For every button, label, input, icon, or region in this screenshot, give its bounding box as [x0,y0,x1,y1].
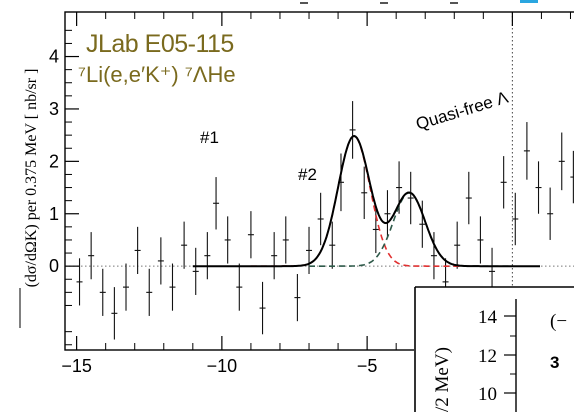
data-point [465,171,472,225]
peak2-label: #2 [298,165,317,184]
y-tick-label: 0 [49,256,59,276]
y-tick-label: 4 [49,47,59,67]
data-point [547,187,554,240]
chart-title-experiment: JLab E05-115 [86,30,234,58]
inset-background [414,287,574,412]
inset-tick-label: 10 [478,384,497,405]
data-point [477,216,484,264]
top-crop-artifacts [300,0,538,4]
x-tick-label: −10 [207,356,238,376]
crop-mark-gray [300,2,308,4]
data-point [430,232,437,280]
inset-bold-text: 3 [550,353,559,372]
crop-mark-blue [520,0,538,3]
inset-tick-label: 12 [478,346,497,367]
data-point [558,132,565,191]
data-point [99,268,106,316]
y-axis-ticks: 0 1 2 3 4 [49,29,79,346]
data-point [111,287,118,340]
data-point [512,192,519,246]
plot-area-frame [64,11,574,351]
inset-text: (− [550,311,567,332]
data-point [157,237,164,285]
data-point [500,156,507,209]
data-point [384,190,391,238]
y-axis-label: (dσ/dΩK) per 0.375 MeV [ nb/sr ] [23,69,40,288]
y-tick-label: 3 [49,99,59,119]
data-point [349,101,356,159]
inset-tick-label: 14 [478,307,498,328]
data-point [372,205,379,254]
data-point [247,211,254,259]
data-point [419,200,426,248]
data-point [259,281,266,335]
data-point [407,171,414,225]
data-point [213,177,220,230]
data-point [192,247,199,295]
chart-title-reaction: ⁷Li(e,e′K⁺) ⁷ΛHe [78,62,236,87]
data-point [204,232,211,280]
data-point [282,216,289,264]
crop-mark-gray [450,2,458,4]
quasifree-label: Quasi-free Λ [414,88,511,134]
crop-mark-gray [380,2,388,4]
y-tick-label: 1 [49,204,59,224]
data-point [271,232,278,280]
data-point [454,221,461,269]
data-point [329,221,336,269]
data-point [294,274,301,322]
fit-curve-peak1 [250,135,484,267]
data-point [570,150,574,204]
data-point [88,232,95,280]
data-point [76,258,83,306]
data-point [523,122,530,180]
peak1-label: #1 [200,128,219,147]
data-point [169,263,176,311]
data-point [535,161,542,214]
data-point [317,192,324,246]
y-tick-label: 2 [49,151,59,171]
x-tick-label: −5 [357,356,378,376]
y-axis-label-group: (dσ/dΩK) per 0.375 MeV [ nb/sr ] [19,69,40,328]
inset-ylabel-group: /2 MeV) [432,347,453,412]
data-point [361,166,368,219]
inset-panel: 14 12 10 /2 MeV) (− 3 [414,286,574,412]
fit-curve-total [192,134,540,268]
data-point [181,221,188,269]
x-tick-label: −15 [61,356,92,376]
data-point [123,263,130,311]
data-point [146,268,153,316]
data-point [224,216,231,264]
inset-y-axis-label: /2 MeV) [432,347,453,412]
data-point [134,226,141,275]
data-point [236,263,243,311]
